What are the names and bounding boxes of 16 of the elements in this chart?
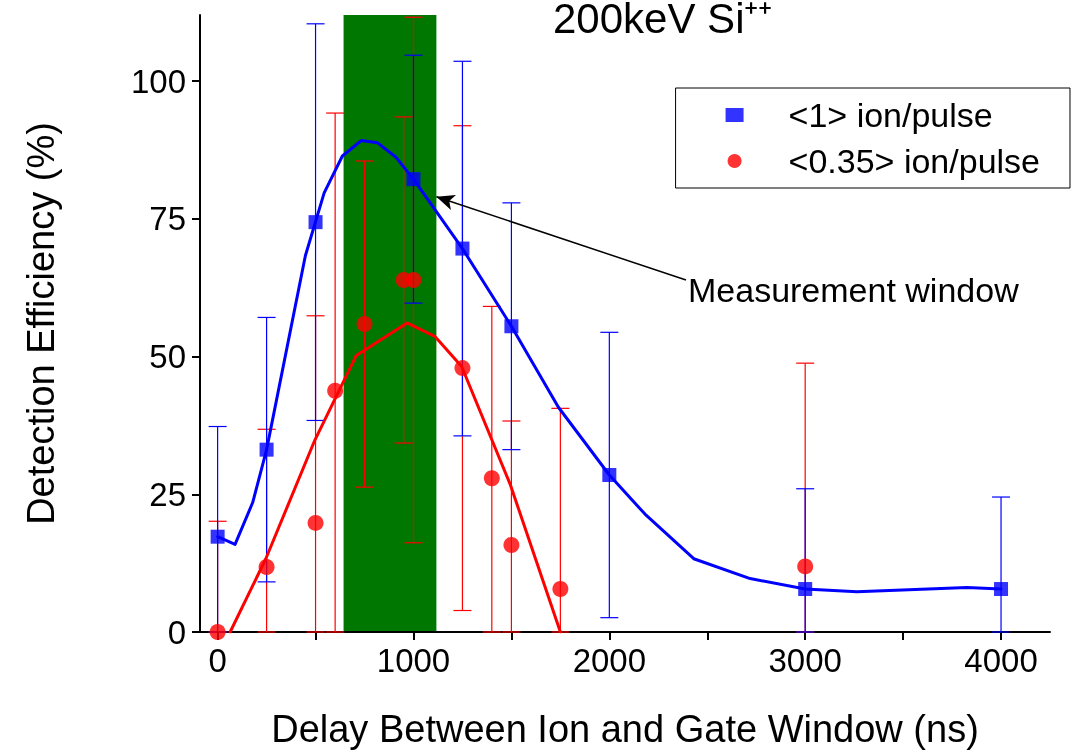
legend-label: <1> ion/pulse — [788, 96, 993, 134]
x-tick-label: 1000 — [376, 642, 451, 679]
x-axis-title: Delay Between Ion and Gate Window (ns) — [271, 708, 979, 750]
y-tick-label: 100 — [130, 62, 186, 100]
y-tick-label: 0 — [167, 613, 186, 651]
annotation: Measurement window — [688, 270, 1019, 311]
x-tick-label: 4000 — [964, 642, 1038, 679]
y-axis-title: Detection Efficiency (%) — [20, 122, 62, 525]
y-tick-label: 25 — [149, 475, 186, 513]
legend-label: <0.35> ion/pulse — [788, 142, 1041, 180]
chart-title: 200keV Si⁺⁺ — [553, 0, 773, 42]
x-tick-label: 2000 — [572, 642, 647, 679]
y-tick-label: 50 — [149, 338, 186, 376]
x-tick-label: 3000 — [768, 642, 842, 679]
x-tick-label: 0 — [208, 642, 227, 679]
y-tick-label: 75 — [149, 200, 186, 238]
